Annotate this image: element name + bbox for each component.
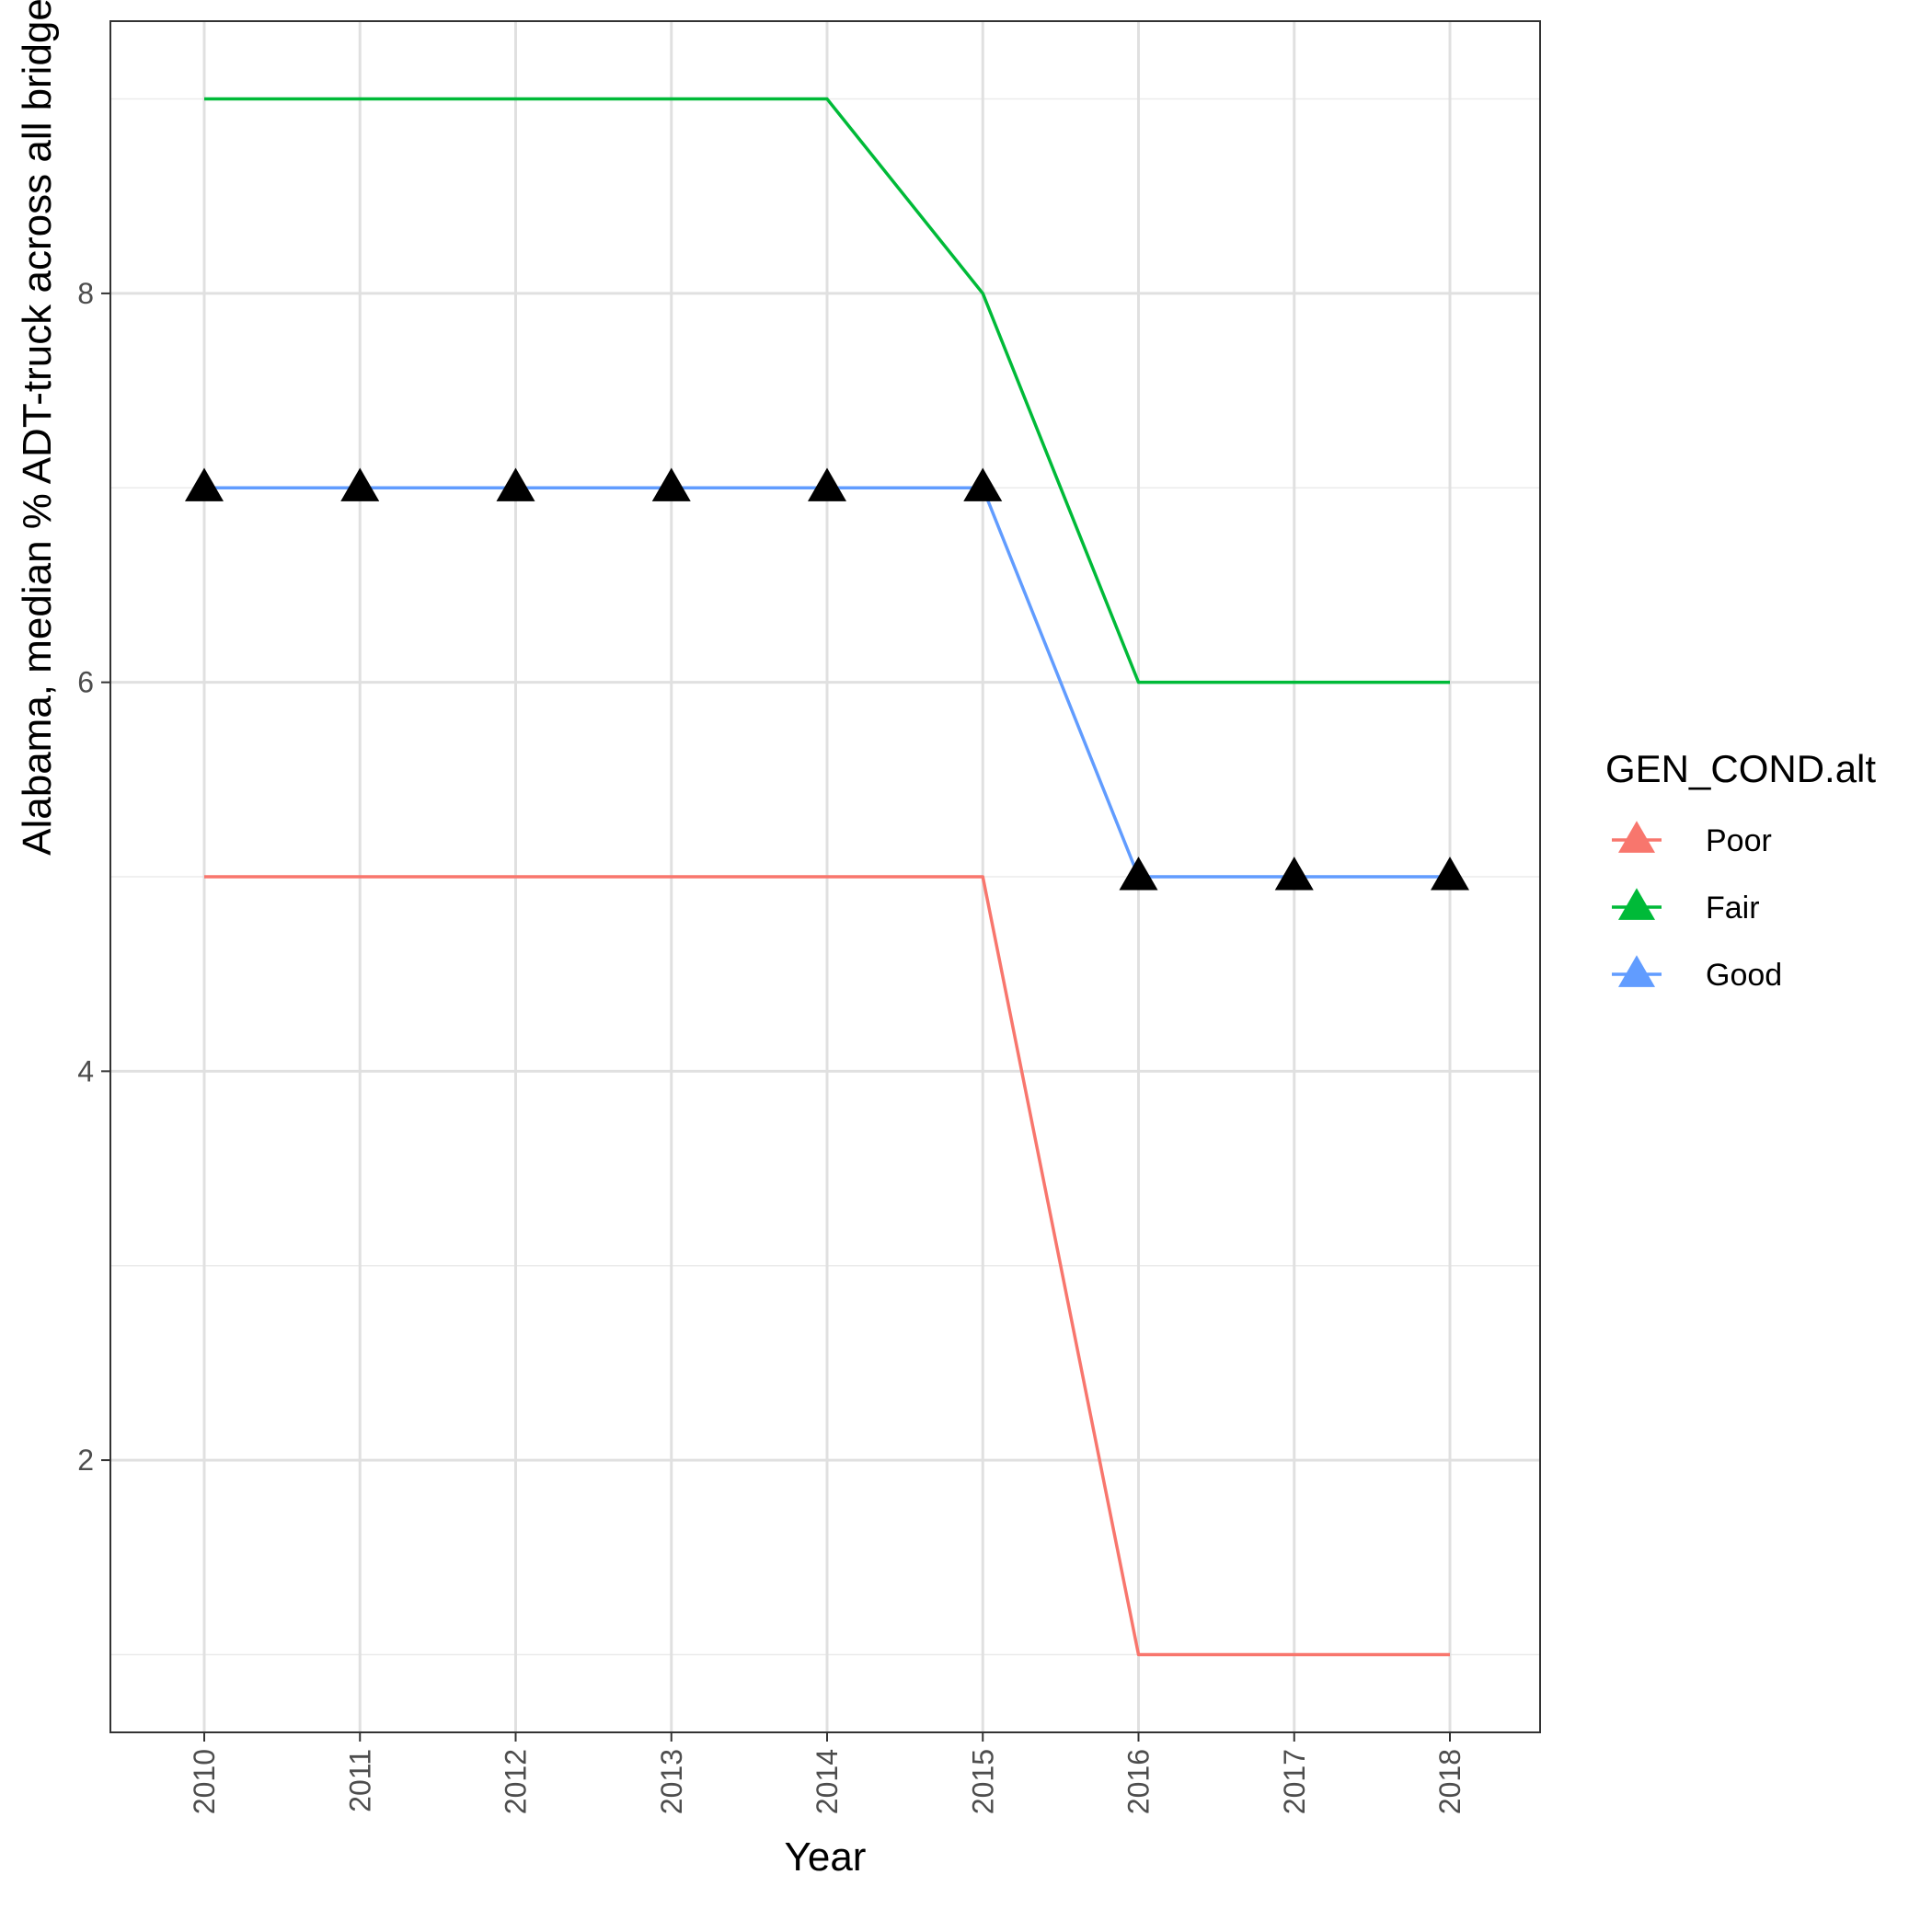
x-tick-label: 2016	[1122, 1749, 1156, 1814]
legend-item-fair: Fair	[1612, 888, 1760, 926]
legend-item-poor: Poor	[1612, 821, 1772, 858]
data-point-good	[185, 467, 224, 501]
y-axis-title: Alabama, median % ADT-truck across all b…	[15, 0, 60, 856]
data-point-good	[651, 467, 691, 501]
legend-title: GEN_COND.alt	[1605, 747, 1876, 790]
x-tick-label: 2010	[188, 1749, 221, 1814]
y-tick-label: 8	[77, 277, 94, 310]
data-point-good	[1274, 857, 1314, 891]
legend-label: Poor	[1706, 823, 1772, 858]
series-line-poor	[204, 875, 1450, 1657]
x-tick-label: 2017	[1278, 1749, 1311, 1814]
y-axis: 2 4 6 8	[77, 277, 110, 1477]
y-tick-label: 4	[77, 1054, 94, 1087]
x-axis: 2010 2011 2012 2013 2014 2015 2016 2017 2018	[188, 1732, 1466, 1814]
data-point-good	[1431, 857, 1469, 891]
legend-key-triangle-icon	[1618, 821, 1655, 853]
x-tick-label: 2011	[343, 1749, 376, 1812]
y-tick-label: 2	[77, 1443, 94, 1477]
y-tick-label: 6	[77, 666, 94, 699]
data-point-good	[496, 467, 535, 501]
x-tick-label: 2012	[500, 1749, 533, 1814]
legend-item-good: Good	[1612, 955, 1782, 993]
data-point-good	[340, 467, 380, 501]
x-tick-label: 2018	[1433, 1749, 1466, 1814]
series-line-fair	[204, 97, 1450, 684]
x-tick-label: 2013	[655, 1749, 688, 1814]
legend: GEN_COND.alt Poor Fair Good	[1605, 747, 1876, 993]
series-markers	[185, 467, 1469, 891]
data-point-good	[808, 467, 846, 501]
legend-key-triangle-icon	[1618, 955, 1655, 987]
legend-key-triangle-icon	[1618, 888, 1655, 920]
legend-label: Good	[1706, 958, 1782, 993]
legend-items: Poor Fair Good	[1612, 821, 1782, 993]
x-tick-label: 2014	[811, 1749, 844, 1814]
plot-panel-border	[109, 20, 1541, 1733]
x-axis-title: Year	[785, 1834, 867, 1880]
data-point-good	[1119, 857, 1158, 891]
x-tick-label: 2015	[966, 1749, 999, 1814]
data-point-good	[963, 467, 1003, 501]
legend-label: Fair	[1706, 891, 1760, 926]
